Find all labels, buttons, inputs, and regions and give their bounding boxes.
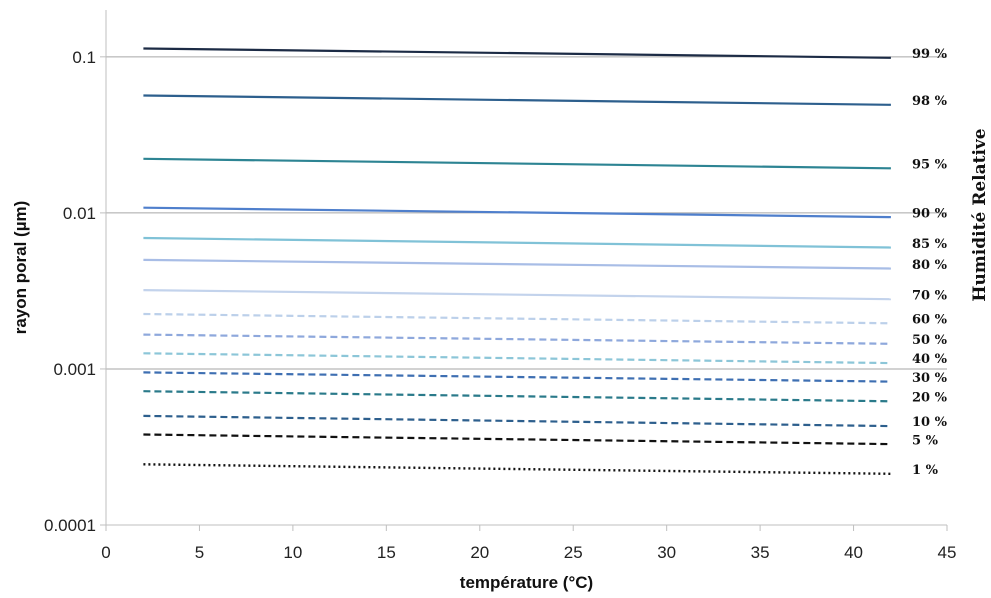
series-label: 99 %	[912, 47, 948, 62]
x-tick-label: 40	[844, 543, 863, 562]
series-label: 60 %	[912, 313, 948, 328]
x-axis-title: température (°C)	[460, 573, 593, 592]
x-tick-label: 35	[751, 543, 770, 562]
series-label: 40 %	[912, 352, 948, 367]
x-axis-ticks: 0 5 10 15 20 25 30 35 40 45	[101, 525, 956, 562]
x-tick-label: 5	[195, 543, 204, 562]
series-line	[143, 333, 891, 345]
series-line	[143, 236, 891, 249]
series-line	[143, 433, 891, 446]
series-line	[143, 414, 891, 428]
y-axis-title: rayon poral (µm)	[11, 201, 30, 335]
legend-title: Humidité Relative	[970, 128, 990, 301]
x-tick-label: 20	[470, 543, 489, 562]
series-label: 1 %	[912, 463, 939, 478]
series-label: 80 %	[912, 258, 948, 273]
series-line	[143, 390, 891, 403]
series-line	[143, 371, 891, 383]
series-label: 30 %	[912, 371, 948, 386]
x-tick-label: 10	[283, 543, 302, 562]
x-tick-label: 30	[657, 543, 676, 562]
series-label: 50 %	[912, 333, 948, 348]
series-line	[143, 206, 891, 219]
y-tick-label: 0.1	[72, 48, 96, 67]
y-tick-label: 0.0001	[44, 516, 96, 535]
series-line	[143, 289, 891, 301]
series-label: 5 %	[912, 433, 939, 448]
x-tick-label: 0	[101, 543, 110, 562]
series-lines	[143, 47, 891, 475]
y-tick-label: 0.001	[53, 360, 96, 379]
y-axis-ticks: 0.0001 0.001 0.01 0.1	[44, 48, 106, 535]
series-label: 10 %	[912, 415, 948, 430]
series-labels: 99 % 98 % 95 % 90 % 85 % 80 % 70 % 60 % 50 % 40 %…	[912, 47, 948, 478]
series-label: 98 %	[912, 94, 948, 109]
x-tick-label: 45	[938, 543, 957, 562]
series-label: 70 %	[912, 289, 948, 304]
series-line	[143, 258, 891, 270]
x-tick-label: 15	[377, 543, 396, 562]
series-label: 20 %	[912, 390, 948, 405]
series-line	[143, 352, 891, 365]
series-line	[143, 94, 891, 106]
series-label: 95 %	[912, 158, 948, 173]
y-tick-label: 0.01	[63, 204, 96, 223]
x-tick-label: 25	[564, 543, 583, 562]
series-label: 85 %	[912, 237, 948, 252]
series-line	[143, 157, 891, 170]
series-line	[143, 463, 891, 475]
series-label: 90 %	[912, 206, 948, 221]
series-line	[143, 47, 891, 59]
series-line	[143, 312, 891, 325]
